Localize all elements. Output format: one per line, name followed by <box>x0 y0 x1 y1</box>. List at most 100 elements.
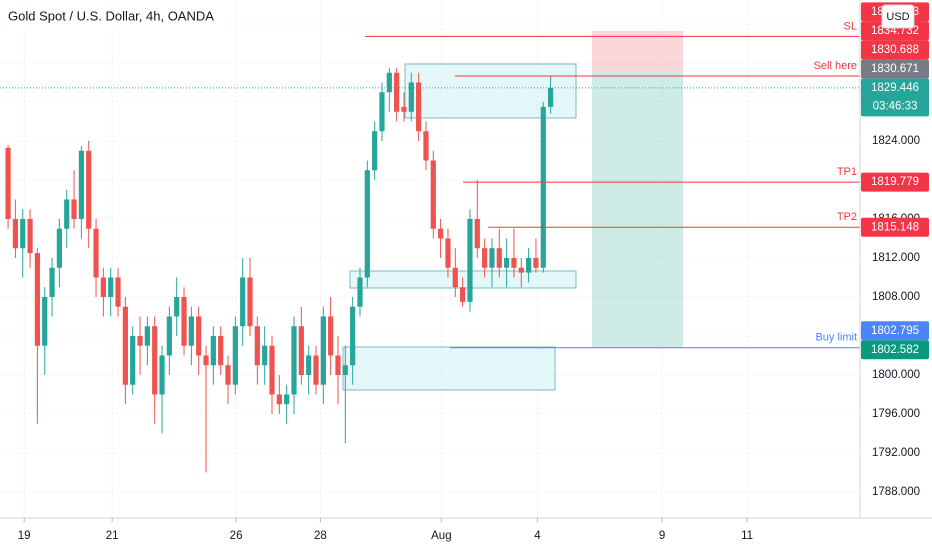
candle-body <box>357 277 363 307</box>
y-tick-label: 1788.000 <box>872 486 920 498</box>
x-tick-label: 19 <box>18 530 31 542</box>
candles <box>5 67 554 473</box>
reward-box <box>592 72 683 348</box>
chart-title: Gold Spot / U.S. Dollar, 4h, OANDA <box>8 8 214 23</box>
candle-body <box>394 72 400 112</box>
zone <box>404 63 577 119</box>
candle-body <box>460 287 466 302</box>
candle-body <box>159 355 165 395</box>
level-label: SL <box>844 20 857 32</box>
candle-body <box>108 277 114 297</box>
candle-body <box>452 267 458 288</box>
candle-body <box>276 394 282 405</box>
candle-body <box>548 87 554 107</box>
candle-body <box>423 131 429 161</box>
candle-body <box>130 335 136 385</box>
candle-body <box>445 238 451 268</box>
candle-body <box>328 316 334 356</box>
candle-body <box>482 248 488 268</box>
risk-box <box>592 31 683 72</box>
candle-body <box>152 326 158 395</box>
candle-body <box>430 160 436 229</box>
candle-body <box>122 306 128 385</box>
candle-body <box>254 326 260 366</box>
candle-body <box>232 326 238 385</box>
candle-body <box>71 199 77 219</box>
candle-body <box>298 326 304 375</box>
candle-body <box>137 335 143 346</box>
price-tag-label: 1834.732 <box>871 25 919 37</box>
candle-body <box>364 170 370 278</box>
candle-body <box>225 365 231 385</box>
zone <box>342 346 556 391</box>
candle-body <box>144 326 150 346</box>
candle-body <box>56 228 62 268</box>
candle-body <box>474 218 480 249</box>
level-label: TP1 <box>837 166 857 178</box>
price-tag-label: 1802.582 <box>871 344 919 356</box>
level-label: TP2 <box>837 211 857 223</box>
candle-body <box>467 218 473 302</box>
candle-body <box>504 257 510 268</box>
level-label: Sell here <box>814 60 857 72</box>
candle-body <box>489 248 495 268</box>
candle-body <box>533 257 539 268</box>
price-tag <box>861 78 929 117</box>
candle-body <box>306 355 312 375</box>
candle-body <box>34 253 40 346</box>
y-tick-label: 1824.000 <box>872 135 920 147</box>
currency-label: USD <box>886 11 909 23</box>
x-tick-label: 11 <box>741 530 753 542</box>
candle-body <box>372 131 378 171</box>
x-tick-label: 28 <box>314 530 327 542</box>
price-tag-label: 1830.671 <box>871 63 919 75</box>
y-tick-label: 1812.000 <box>872 252 920 264</box>
candle-body <box>210 335 216 366</box>
candle-body <box>496 248 502 268</box>
candle-body <box>540 106 546 268</box>
candle-body <box>115 277 121 307</box>
candle-body <box>247 277 253 327</box>
x-tick-label: 9 <box>659 530 665 542</box>
candle-body <box>78 150 84 219</box>
y-tick-label: 1800.000 <box>872 369 920 381</box>
candle-body <box>511 257 517 268</box>
y-tick-label: 1792.000 <box>872 447 920 459</box>
candle-body <box>196 316 202 356</box>
price-tag-label: 1819.779 <box>871 176 919 188</box>
levels: SL Sell here TP1 TP2 Buy limit <box>0 20 860 349</box>
candle-body <box>438 228 444 239</box>
candle-body <box>203 355 209 366</box>
price-tag <box>861 59 929 79</box>
candle-body <box>174 296 180 317</box>
candle-body <box>166 316 172 356</box>
candle-body <box>20 218 26 249</box>
candle-body <box>188 316 194 346</box>
candle-body <box>262 345 268 366</box>
currency-button[interactable] <box>881 4 915 29</box>
candle-body <box>526 257 532 273</box>
candle-body <box>518 267 524 273</box>
candle-body <box>5 147 11 219</box>
axes: 1788.0001792.0001796.0001800.0001804.000… <box>18 18 920 542</box>
price-tag-label: 1829.446 <box>871 82 919 94</box>
x-tick-label: 4 <box>534 530 541 542</box>
candle-body <box>240 277 246 327</box>
price-tag <box>861 321 929 341</box>
candle-body <box>386 72 392 93</box>
candle-body <box>269 345 275 395</box>
candle-body <box>181 296 187 346</box>
price-tag-label: 1815.148 <box>871 221 919 233</box>
price-tag <box>861 340 929 360</box>
candle-body <box>313 355 319 385</box>
x-tick-label: 26 <box>230 530 243 542</box>
candle-body <box>291 326 297 395</box>
level-label: Buy limit <box>815 332 857 344</box>
time-axis-bg <box>0 518 932 550</box>
candle-body <box>49 267 55 297</box>
candle-body <box>284 394 290 405</box>
candle-body <box>93 228 99 278</box>
